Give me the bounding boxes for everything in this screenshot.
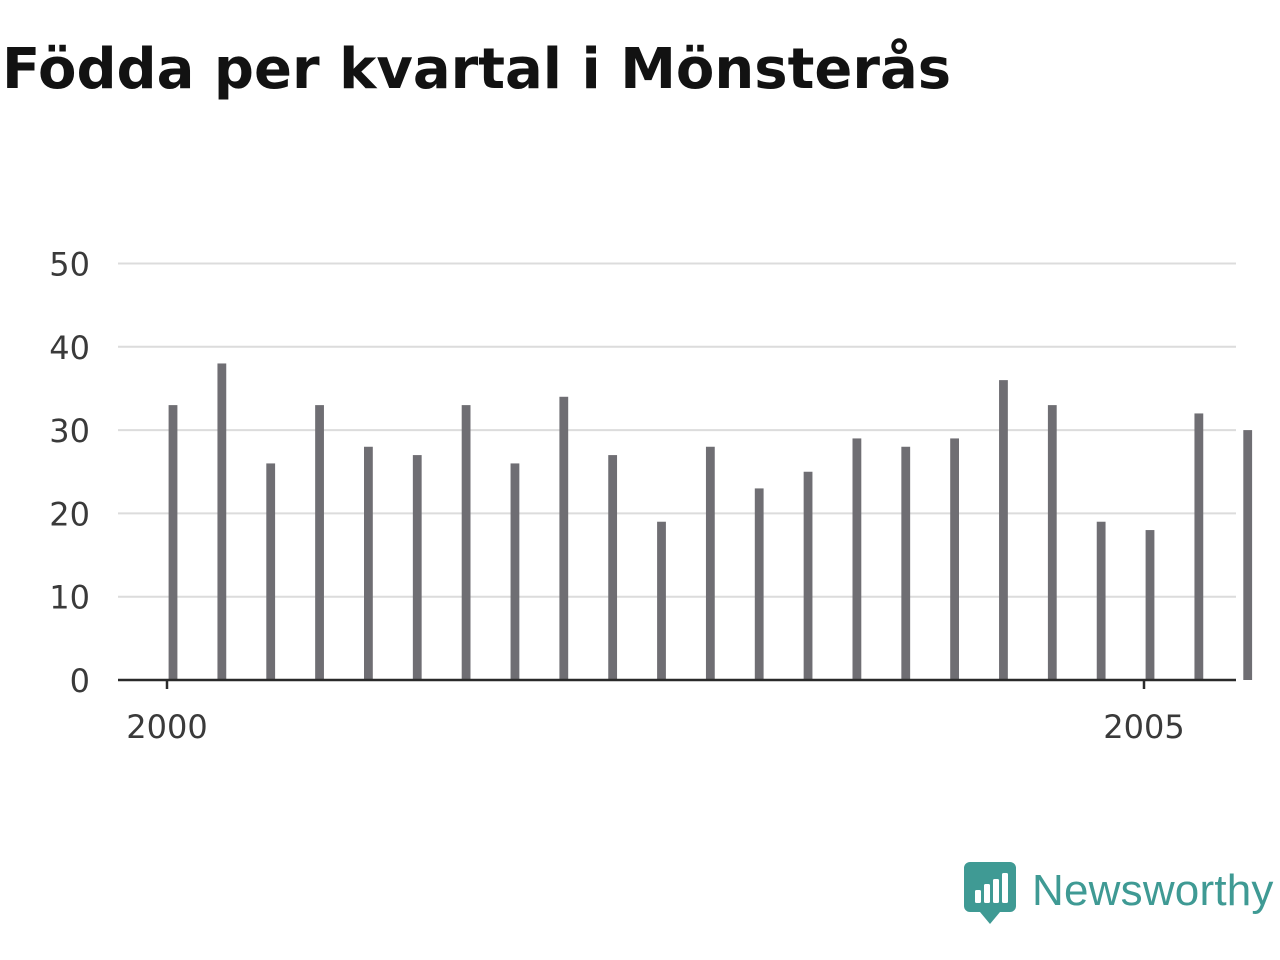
bar bbox=[803, 471, 813, 680]
y-axis-tick-labels: 0 10 20 30 40 50 bbox=[49, 246, 90, 701]
bar bbox=[852, 438, 862, 680]
bar bbox=[1145, 530, 1155, 680]
bar bbox=[901, 446, 911, 680]
bar bbox=[608, 455, 618, 680]
bar bbox=[168, 405, 178, 680]
bar bbox=[950, 438, 959, 680]
bar bbox=[1194, 413, 1204, 680]
y-tick-label: 20 bbox=[49, 495, 90, 533]
y-tick-label: 0 bbox=[70, 662, 90, 700]
chart-title: Födda per kvartal i Mönsterås bbox=[2, 37, 952, 102]
bar bbox=[461, 405, 471, 680]
bar bbox=[657, 521, 666, 680]
bar bbox=[559, 396, 569, 680]
y-tick-label: 50 bbox=[49, 246, 90, 284]
newsworthy-logo: Newsworthy bbox=[964, 862, 1274, 928]
bars bbox=[168, 363, 1253, 680]
y-tick-label: 40 bbox=[49, 329, 90, 367]
bar bbox=[412, 455, 422, 680]
grid-lines bbox=[118, 262, 1236, 598]
newsworthy-logo-icon bbox=[964, 862, 1016, 924]
x-axis: 200020052010201520202025 bbox=[118, 678, 1236, 746]
bar bbox=[1243, 430, 1253, 680]
bar bbox=[266, 463, 276, 680]
y-tick-label: 10 bbox=[49, 579, 90, 617]
bar bbox=[364, 446, 373, 680]
brand-name: Newsworthy bbox=[1032, 866, 1274, 915]
bar bbox=[999, 380, 1008, 680]
x-tick-label: 2000 bbox=[126, 708, 207, 746]
bar bbox=[754, 488, 764, 680]
bar bbox=[510, 463, 520, 680]
bar bbox=[705, 446, 715, 680]
x-tick-label: 2005 bbox=[1103, 708, 1184, 746]
y-tick-label: 30 bbox=[49, 412, 90, 450]
bar bbox=[315, 405, 324, 680]
bar bbox=[1047, 405, 1057, 680]
bar bbox=[1096, 521, 1106, 680]
bar bbox=[217, 363, 227, 680]
